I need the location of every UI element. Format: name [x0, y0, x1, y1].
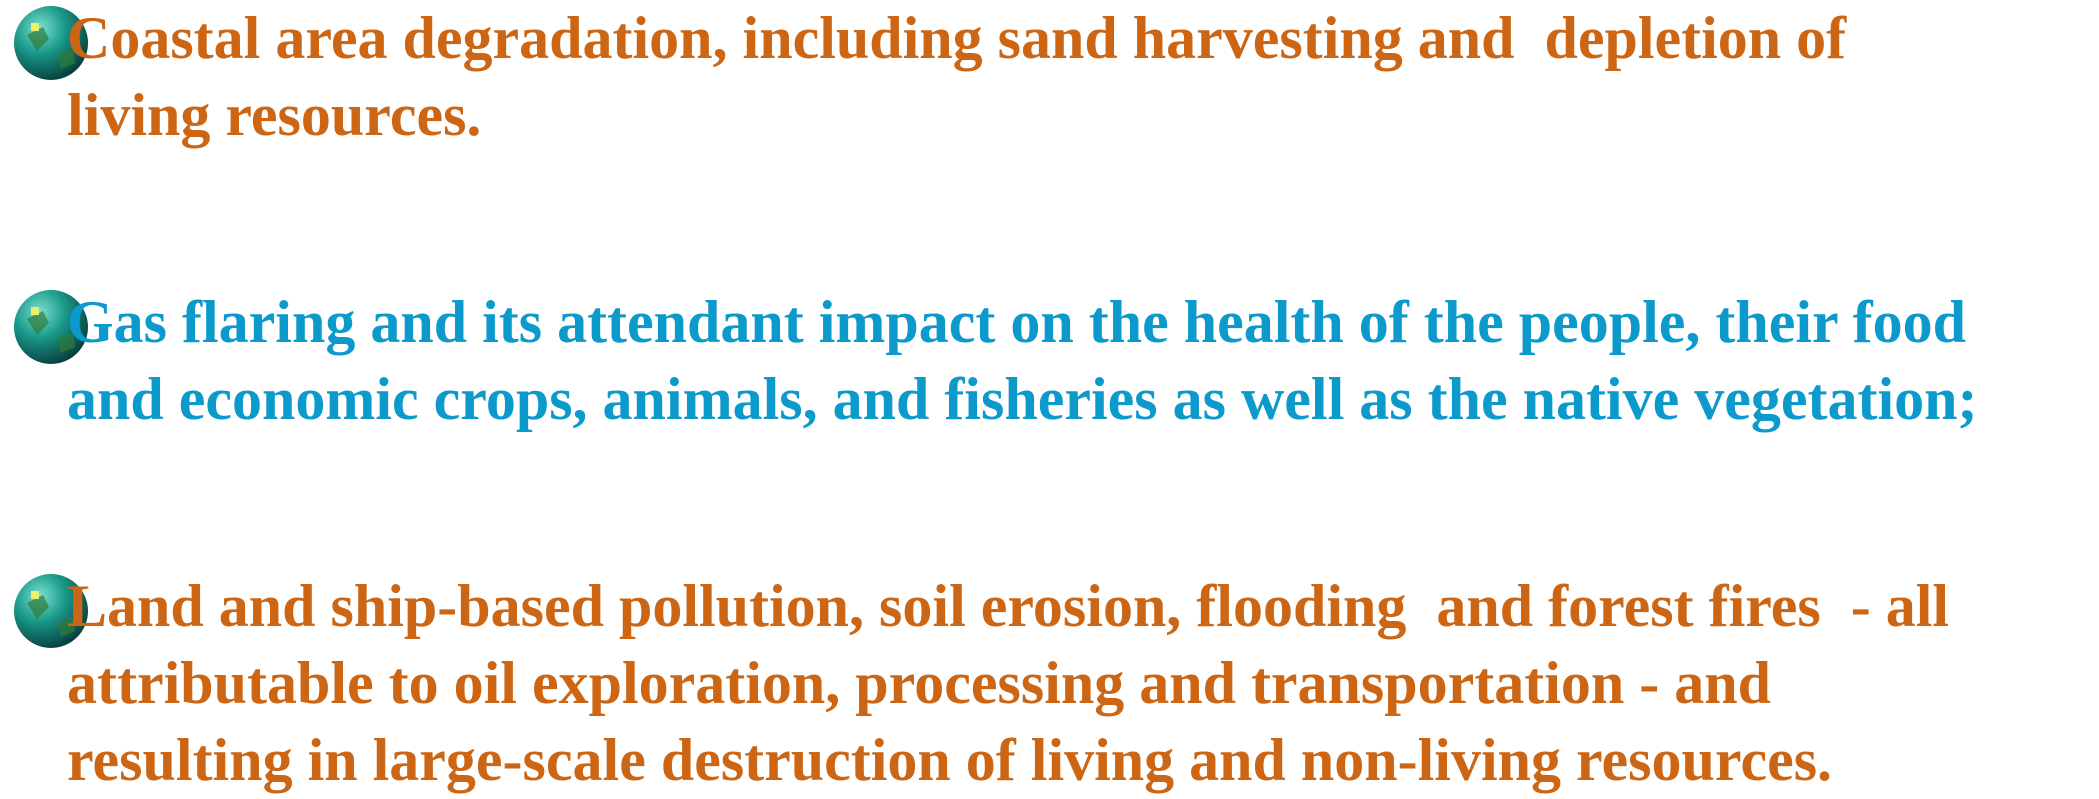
text-line: resulting in large-scale destruction of … — [67, 727, 1833, 793]
text-line: Coastal area degradation, including sand… — [67, 5, 1847, 71]
bullet-icon — [14, 6, 88, 80]
text-line: and economic crops, animals, and fisheri… — [67, 366, 1978, 432]
text-line: Gas flaring and its attendant impact on … — [67, 289, 1966, 355]
bullet-icon — [14, 574, 88, 648]
text-line: Land and ship-based pollution, soil eros… — [67, 573, 1950, 639]
bullet-icon — [14, 290, 88, 364]
text-line: attributable to oil exploration, process… — [67, 650, 1771, 716]
text-line: living resources. — [67, 82, 482, 148]
